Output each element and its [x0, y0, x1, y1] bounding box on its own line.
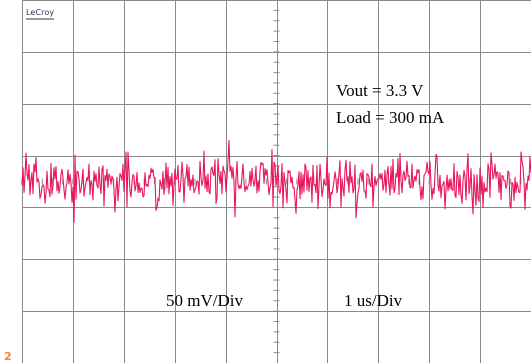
- brand-logo: LeCroy: [26, 8, 54, 17]
- horizontal-scale-label: 1 us/Div: [344, 291, 403, 310]
- vertical-scale-label: 50 mV/Div: [166, 291, 243, 310]
- vout-label: Vout = 3.3 V: [336, 81, 424, 100]
- channel-marker: 2: [4, 350, 12, 363]
- noise-trace: [21, 140, 531, 223]
- load-label: Load = 300 mA: [336, 108, 445, 127]
- trace-group: [21, 140, 531, 223]
